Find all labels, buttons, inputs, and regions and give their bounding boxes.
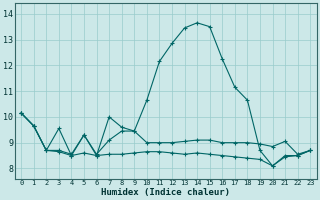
X-axis label: Humidex (Indice chaleur): Humidex (Indice chaleur)	[101, 188, 230, 197]
